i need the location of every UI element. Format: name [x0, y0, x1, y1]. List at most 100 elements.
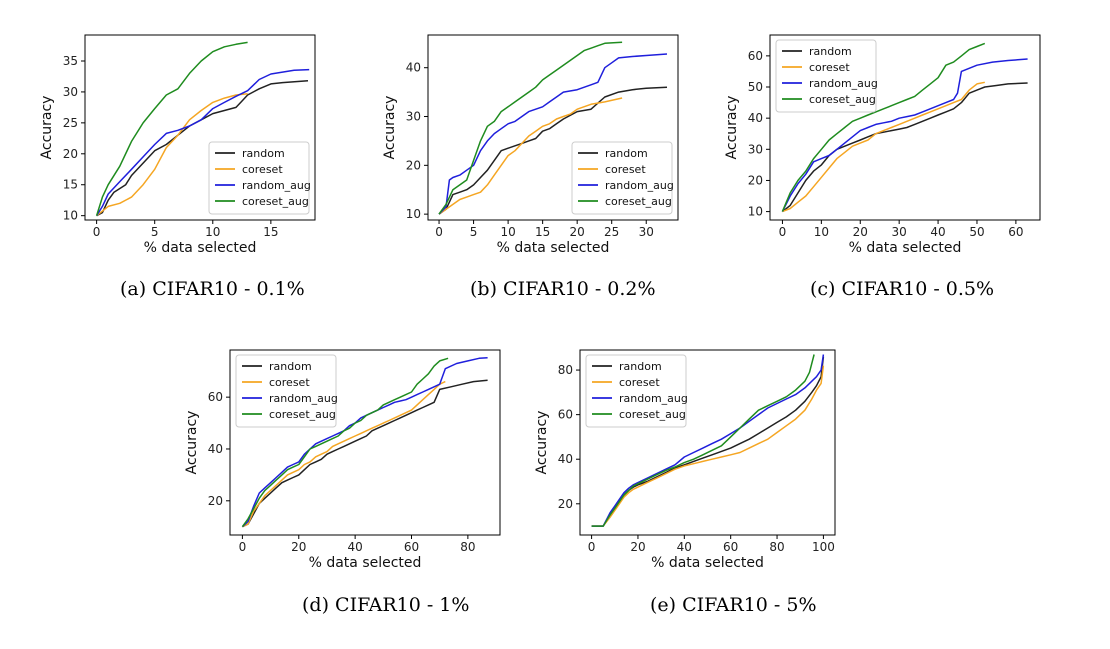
x-tick-label: 0 [239, 540, 247, 554]
chart-panel-d: 0 20 40 60 80 20 40 60% data selected Accuracy ra… [184, 330, 545, 575]
x-tick-label: 0 [779, 225, 787, 239]
legend-box [571, 141, 673, 215]
x-tick-label: 80 [460, 540, 475, 554]
legend-label-random: random [619, 360, 662, 373]
legend: random coreset random_aug coreset_aug [235, 354, 338, 428]
chart-b: 0 5 10 15 20 25 30 10 20 30 40 % data selected Accur… [382, 34, 679, 256]
legend-box [235, 354, 337, 428]
series-line-coreset-aug [95, 41, 248, 216]
y-tick-label: 40 [558, 452, 573, 466]
legend-label-coreset-aug: coreset_aug [809, 93, 876, 106]
legend-label-random: random [809, 45, 852, 58]
legend: random coreset random_aug coreset_aug [208, 141, 311, 215]
series-line-random [242, 379, 488, 528]
chart-panel-a: 0 5 10 15 10 15 20 25 30 35 % data selected Accurac… [20, 20, 370, 260]
y-axis-title: Accuracy [382, 96, 398, 160]
y-tick-label: 60 [208, 390, 223, 404]
chart-panel-c: 0 10 20 30 40 50 60 10 20 30 40 50 60 % data selected… [724, 20, 1080, 260]
y-tick-label: 10 [63, 209, 78, 223]
caption-e: (e) CIFAR10 - 5% [650, 594, 817, 616]
series-line-coreset [438, 97, 623, 215]
chart-c: 0 10 20 30 40 50 60 10 20 30 40 50 60 % data selected… [724, 34, 1041, 256]
y-tick-label: 20 [406, 158, 421, 172]
y-axis-title: Accuracy [724, 96, 740, 160]
legend-label-random-aug: random_aug [242, 179, 311, 192]
legend-label-coreset-aug: coreset_aug [269, 408, 336, 421]
y-tick-label: 40 [748, 111, 763, 125]
x-tick-label: 15 [263, 225, 278, 239]
legend-label-random: random [242, 147, 285, 160]
x-axis-title: % data selected [497, 240, 610, 256]
caption-d: (d) CIFAR10 - 1% [302, 594, 470, 616]
series-line-coreset-aug [781, 42, 986, 212]
legend-label-random-aug: random_aug [619, 392, 688, 405]
x-tick-label: 40 [347, 540, 362, 554]
x-tick-label: 20 [291, 540, 306, 554]
y-axis-title: Accuracy [184, 411, 200, 475]
y-axis-title: Accuracy [534, 411, 550, 475]
y-tick-label: 80 [558, 363, 573, 377]
x-axis-title: % data selected [144, 240, 257, 256]
plot-frame [229, 349, 501, 536]
plot-frame [84, 34, 316, 221]
legend-label-random: random [269, 360, 312, 373]
chart-panel-e: 0 20 40 60 80 100 20 40 60 80 % data selected Accur… [534, 330, 885, 575]
legend-label-coreset: coreset [269, 376, 310, 389]
x-tick-label: 10 [500, 225, 515, 239]
x-tick-label: 5 [151, 225, 159, 239]
legend-label-random-aug: random_aug [605, 179, 674, 192]
x-tick-label: 15 [535, 225, 550, 239]
series-line-random-aug [591, 354, 825, 527]
legend-box [208, 141, 310, 215]
caption-c: (c) CIFAR10 - 0.5% [810, 278, 995, 300]
legend-label-coreset: coreset [242, 163, 283, 176]
y-tick-label: 30 [748, 142, 763, 156]
series-line-random-aug [781, 58, 1028, 212]
x-tick-label: 25 [604, 225, 619, 239]
y-tick-label: 10 [406, 207, 421, 221]
series-line-coreset-aug [241, 357, 449, 528]
legend-label-random-aug: random_aug [269, 392, 338, 405]
x-tick-label: 0 [93, 225, 101, 239]
chart-e: 0 20 40 60 80 100 20 40 60 80 % data selected Accur… [534, 349, 836, 571]
legend-label-coreset: coreset [619, 376, 660, 389]
y-tick-label: 50 [748, 80, 763, 94]
chart-a: 0 5 10 15 10 15 20 25 30 35 % data selected Accurac… [39, 34, 316, 256]
series-line-coreset [591, 365, 825, 527]
legend: random coreset random_aug coreset_aug [571, 141, 674, 215]
y-tick-label: 40 [406, 61, 421, 75]
y-tick-label: 10 [748, 205, 763, 219]
x-tick-label: 50 [969, 225, 984, 239]
series-line-random [781, 82, 1028, 213]
x-tick-label: 10 [205, 225, 220, 239]
x-tick-label: 30 [639, 225, 654, 239]
x-tick-label: 60 [404, 540, 419, 554]
x-tick-label: 100 [812, 540, 835, 554]
plot-frame [579, 349, 836, 536]
y-tick-label: 15 [63, 178, 78, 192]
x-tick-label: 0 [588, 540, 596, 554]
series-line-random-aug [438, 53, 668, 215]
x-axis-title: % data selected [309, 555, 422, 571]
x-tick-label: 30 [892, 225, 907, 239]
y-tick-label: 40 [208, 442, 223, 456]
y-tick-label: 30 [63, 85, 78, 99]
y-tick-label: 25 [63, 116, 78, 130]
x-tick-label: 80 [769, 540, 784, 554]
legend-label-coreset-aug: coreset_aug [619, 408, 686, 421]
legend: random coreset random_aug coreset_aug [775, 39, 878, 113]
y-tick-label: 60 [748, 49, 763, 63]
x-axis-title: % data selected [651, 555, 764, 571]
chart-panel-b: 0 5 10 15 20 25 30 10 20 30 40 % data selected Accur… [378, 20, 728, 260]
x-tick-label: 20 [853, 225, 868, 239]
series-line-coreset-aug [438, 41, 623, 215]
legend-label-coreset: coreset [809, 61, 850, 74]
series-line-random-aug [95, 68, 310, 217]
y-tick-label: 35 [63, 54, 78, 68]
legend: random coreset random_aug coreset_aug [585, 354, 688, 428]
series-line-coreset [242, 380, 446, 528]
legend-label-coreset-aug: coreset_aug [242, 195, 309, 208]
y-tick-label: 20 [748, 173, 763, 187]
x-tick-label: 40 [930, 225, 945, 239]
